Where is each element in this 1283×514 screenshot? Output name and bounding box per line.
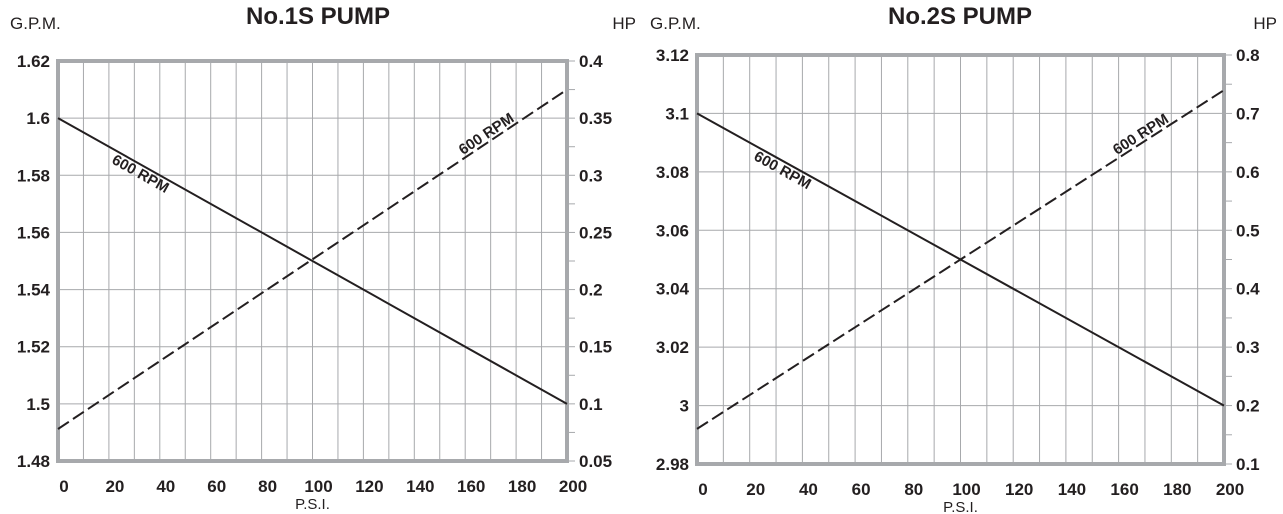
series-label: 600 RPM — [1110, 111, 1172, 159]
x-tick-label: 100 — [304, 477, 332, 496]
y-left-tick-label: 3.06 — [656, 221, 689, 240]
y-right-tick-label: 0.4 — [1236, 280, 1260, 299]
x-tick-label: 20 — [105, 477, 124, 496]
y-right-tick-label: 0.05 — [579, 452, 612, 471]
x-tick-label: 160 — [457, 477, 485, 496]
x-tick-label: 60 — [207, 477, 226, 496]
x-tick-label: 140 — [406, 477, 434, 496]
y-right-tick-label: 0.4 — [579, 52, 603, 71]
x-tick-label: 140 — [1058, 480, 1086, 499]
y-left-tick-label: 1.56 — [17, 223, 50, 242]
y-left-tick-label: 3.02 — [656, 338, 689, 357]
y-left-tick-label: 3 — [680, 397, 689, 416]
x-tick-label: 120 — [355, 477, 383, 496]
x-tick-label: 40 — [156, 477, 175, 496]
y-right-tick-label: 0.7 — [1236, 104, 1260, 123]
chart-no1s-pump: No.1S PUMP G.P.M. HP 1.48 1.5 1.52 1.54 1.56 1.5… — [10, 3, 636, 513]
y-right-tick-label: 0.8 — [1236, 46, 1260, 65]
y-left-tick-label: 3.1 — [665, 104, 689, 123]
x-tick-label: 80 — [904, 480, 923, 499]
chart-title: No.2S PUMP — [888, 3, 1032, 30]
chart-panel-no2s: No.2S PUMP G.P.M. HP 2.98 3 3.02 3.04 3.06 3.08 3… — [642, 0, 1283, 514]
y-right-tick-label: 0.1 — [1236, 455, 1260, 474]
x-tick-label: 20 — [746, 480, 765, 499]
chart-no2s-pump: No.2S PUMP G.P.M. HP 2.98 3 3.02 3.04 3.06 3.08 3… — [650, 3, 1277, 514]
x-tick-label: 60 — [852, 480, 871, 499]
y-axis-right-label: HP — [612, 14, 636, 33]
y-axis-left-label: G.P.M. — [650, 14, 701, 33]
y-right-tick-label: 0.5 — [1236, 221, 1260, 240]
y-right-tick-label: 0.3 — [1236, 338, 1260, 357]
y-left-tick-label: 1.58 — [17, 166, 50, 185]
y-left-tick-label: 1.54 — [17, 281, 51, 300]
series-gpm-line — [57, 117, 568, 405]
x-tick-label: 80 — [258, 477, 277, 496]
series-label: 600 RPM — [751, 148, 814, 193]
y-right-tick-label: 0.15 — [579, 338, 612, 357]
x-tick-label: 160 — [1110, 480, 1138, 499]
x-tick-label: 0 — [59, 477, 68, 496]
x-tick-label: 200 — [559, 477, 587, 496]
y-right-tick-label: 0.6 — [1236, 163, 1260, 182]
y-right-tick-label: 0.2 — [579, 281, 603, 300]
x-tick-label: 120 — [1005, 480, 1033, 499]
x-tick-label: 200 — [1216, 480, 1244, 499]
y-left-tick-label: 2.98 — [656, 455, 689, 474]
plot-frame — [56, 59, 569, 463]
plot-frame — [695, 53, 1226, 466]
x-tick-label: 0 — [698, 480, 707, 499]
chart-title: No.1S PUMP — [246, 3, 390, 30]
y-right-tick-label: 0.3 — [579, 166, 603, 185]
y-left-tick-label: 1.52 — [17, 338, 50, 357]
y-left-tick-label: 3.12 — [656, 46, 689, 65]
y-left-tick-label: 1.5 — [26, 395, 50, 414]
y-right-tick-label: 0.1 — [579, 395, 603, 414]
y-left-tick-label: 1.6 — [26, 109, 50, 128]
x-tick-label: 100 — [952, 480, 980, 499]
y-right-tick-label: 0.25 — [579, 223, 612, 242]
x-axis-label: P.S.I. — [295, 496, 330, 513]
series-hp-line — [696, 89, 1225, 430]
y-left-tick-label: 3.04 — [656, 280, 690, 299]
series-hp-line — [57, 88, 568, 430]
y-left-tick-label: 3.08 — [656, 163, 689, 182]
y-right-tick-label: 0.2 — [1236, 397, 1260, 416]
y-right-tick-label: 0.35 — [579, 109, 612, 128]
y-left-tick-label: 1.48 — [17, 452, 50, 471]
x-tick-label: 40 — [799, 480, 818, 499]
y-axis-left-label: G.P.M. — [10, 14, 61, 33]
x-tick-label: 180 — [508, 477, 536, 496]
y-axis-right-label: HP — [1253, 14, 1277, 33]
chart-panel-no1s: No.1S PUMP G.P.M. HP 1.48 1.5 1.52 1.54 1.56 1.5… — [10, 3, 636, 513]
series-label: 600 RPM — [109, 151, 172, 196]
y-left-tick-label: 1.62 — [17, 52, 50, 71]
x-axis-label: P.S.I. — [943, 499, 978, 514]
x-tick-label: 180 — [1163, 480, 1191, 499]
